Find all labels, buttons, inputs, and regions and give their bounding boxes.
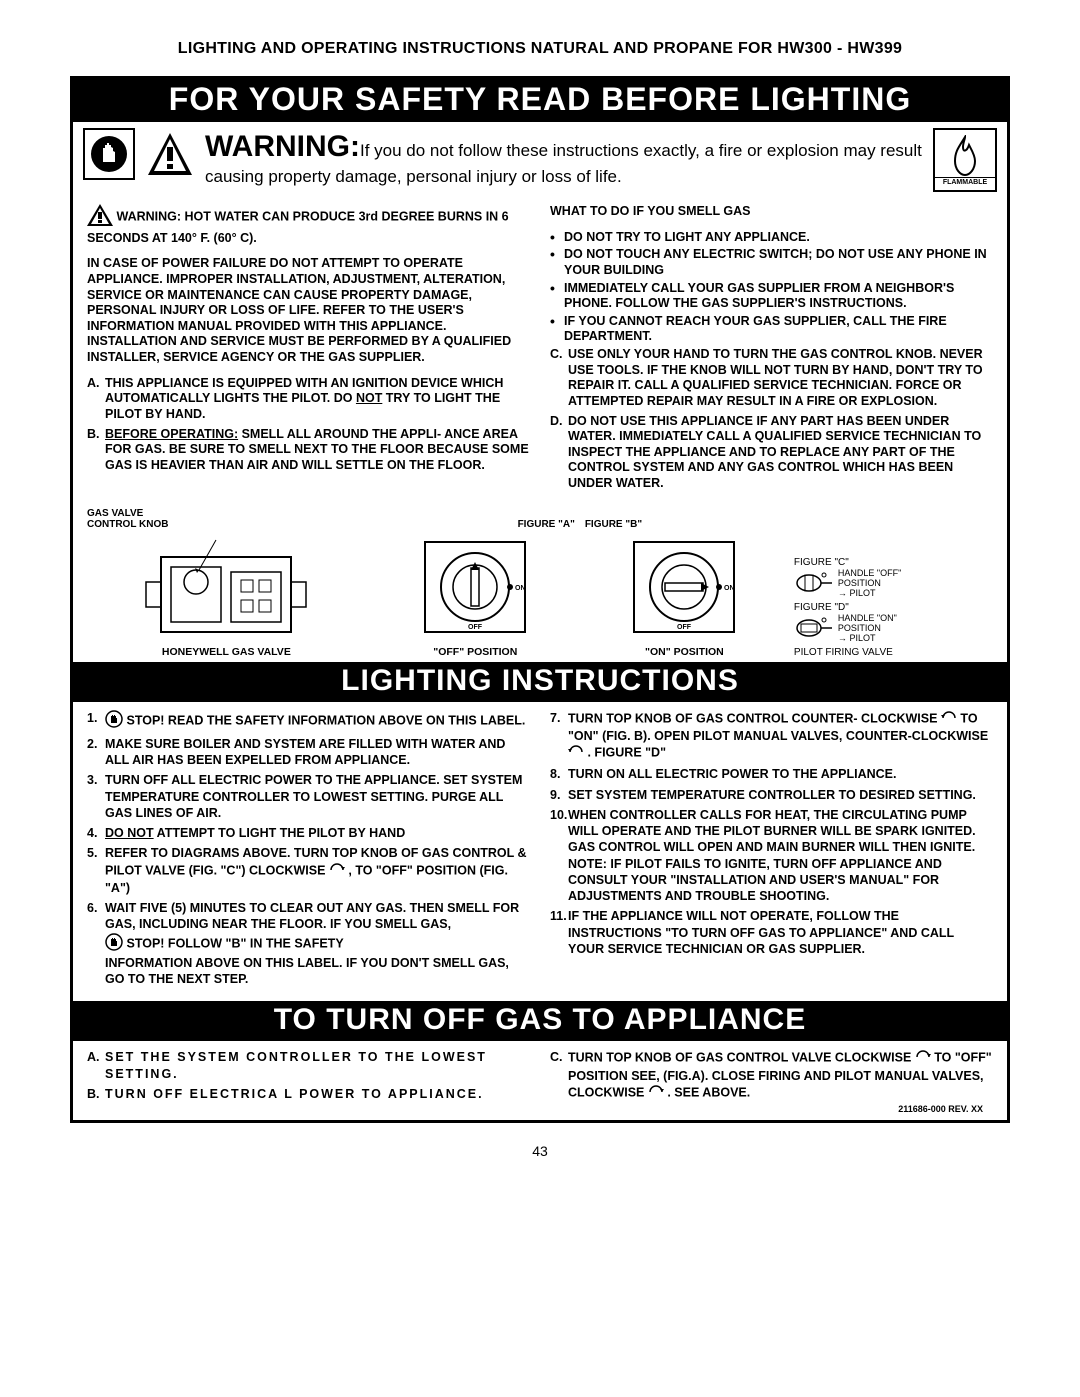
safety-item-b: B. BEFORE OPERATING: SMELL ALL AROUND TH… [87,427,530,474]
step-8: 8.TURN ON ALL ELECTRIC POWER TO THE APPL… [550,766,993,782]
small-triangle-icon [87,204,113,231]
counterclockwise-arrow-icon [941,710,957,728]
gas-bullet: •IMMEDIATELY CALL YOUR GAS SUPPLIER FROM… [550,281,993,312]
step-3: 3.TURN OFF ALL ELECTRIC POWER TO THE APP… [87,772,530,821]
clockwise-arrow-icon [915,1049,931,1067]
svg-text:ON: ON [515,585,526,592]
flammable-icon: FLAMMABLE [933,128,997,192]
safety-left-col: WARNING: HOT WATER CAN PRODUCE 3rd DEGRE… [87,204,530,496]
page-header: LIGHTING AND OPERATING INSTRUCTIONS NATU… [70,40,1010,58]
figure-b: FIGURE "B" ON OFF "ON" POSITION [585,519,784,658]
main-box: FOR YOUR SAFETY READ BEFORE LIGHTING WAR… [70,76,1010,1123]
step-5: 5. REFER TO DIAGRAMS ABOVE. TURN TOP KNO… [87,845,530,896]
lighting-right: 7. TURN TOP KNOB OF GAS CONTROL COUNTER-… [550,710,993,992]
counterclockwise-arrow-icon [568,744,584,762]
revision-number: 211686-000 REV. XX [550,1104,993,1116]
step-9: 9.SET SYSTEM TEMPERATURE CONTROLLER TO D… [550,787,993,803]
smell-gas-header: WHAT TO DO IF YOU SMELL GAS [550,204,993,220]
turnoff-a: A.SET THE SYSTEM CONTROLLER TO THE LOWES… [87,1049,530,1082]
step-6: 6. WAIT FIVE (5) MINUTES TO CLEAR OUT AN… [87,900,530,987]
step-4: 4.DO NOT ATTEMPT TO LIGHT THE PILOT BY H… [87,825,530,841]
figure-honeywell-valve: GAS VALVE CONTROL KNOB [87,508,366,658]
safety-columns: WARNING: HOT WATER CAN PRODUCE 3rd DEGRE… [73,198,1007,504]
clockwise-arrow-icon [648,1084,664,1102]
safety-banner: FOR YOUR SAFETY READ BEFORE LIGHTING [73,79,1007,122]
gas-bullet: •DO NOT TOUCH ANY ELECTRIC SWITCH; DO NO… [550,247,993,278]
warning-row: WARNING:If you do not follow these instr… [73,122,1007,198]
warning-prefix: WARNING: [205,130,360,163]
lighting-banner: LIGHTING INSTRUCTIONS [73,662,1007,702]
svg-text:OFF: OFF [677,624,692,631]
page: LIGHTING AND OPERATING INSTRUCTIONS NATU… [0,0,1080,1179]
hot-water-warning: WARNING: HOT WATER CAN PRODUCE 3rd DEGRE… [87,204,530,246]
hand-stop-icon [105,933,123,955]
figure-cd: FIGURE "C" HANDLE "OFF" POSITION → PILOT… [794,557,993,658]
step-7: 7. TURN TOP KNOB OF GAS CONTROL COUNTER-… [550,710,993,763]
turnoff-banner: TO TURN OFF GAS TO APPLIANCE [73,1001,1007,1041]
warning-triangle-icon [143,128,197,182]
gas-bullet: •DO NOT TRY TO LIGHT ANY APPLIANCE. [550,230,993,246]
svg-text:OFF: OFF [468,624,483,631]
honeywell-valve-diagram [141,532,311,642]
valve-off-icon [794,571,834,595]
step-11: 11.IF THE APPLIANCE WILL NOT OPERATE, FO… [550,908,993,957]
step-1: 1. STOP! READ THE SAFETY INFORMATION ABO… [87,710,530,732]
safety-item-a: A. THIS APPLIANCE IS EQUIPPED WITH AN IG… [87,376,530,423]
safety-right-col: WHAT TO DO IF YOU SMELL GAS •DO NOT TRY … [550,204,993,496]
turnoff-right: C. TURN TOP KNOB OF GAS CONTROL VALVE CL… [550,1049,993,1115]
gas-bullet: •IF YOU CANNOT REACH YOUR GAS SUPPLIER, … [550,314,993,345]
turnoff-left: A.SET THE SYSTEM CONTROLLER TO THE LOWES… [87,1049,530,1115]
safety-item-c: C.USE ONLY YOUR HAND TO TURN THE GAS CON… [550,347,993,410]
step-2: 2.MAKE SURE BOILER AND SYSTEM ARE FILLED… [87,736,530,769]
figures-row: GAS VALVE CONTROL KNOB [73,504,1007,662]
warning-text: WARNING:If you do not follow these instr… [205,128,925,187]
turnoff-b: B.TURN OFF ELECTRICA L POWER TO APPLIANC… [87,1086,530,1102]
turnoff-c: C. TURN TOP KNOB OF GAS CONTROL VALVE CL… [550,1049,993,1102]
svg-text:ON: ON [724,585,735,592]
hand-stop-icon [105,710,123,732]
hand-stop-icon [83,128,135,180]
turnoff-columns: A.SET THE SYSTEM CONTROLLER TO THE LOWES… [73,1041,1007,1119]
valve-on-icon [794,616,834,640]
step-10: 10.WHEN CONTROLLER CALLS FOR HEAT, THE C… [550,807,993,905]
lighting-columns: 1. STOP! READ THE SAFETY INFORMATION ABO… [73,702,1007,1002]
safety-item-d: D.DO NOT USE THIS APPLIANCE IF ANY PART … [550,414,993,492]
off-knob-diagram: ON OFF [420,532,530,642]
clockwise-arrow-icon [329,862,345,880]
lighting-left: 1. STOP! READ THE SAFETY INFORMATION ABO… [87,710,530,992]
on-knob-diagram: ON OFF [629,532,739,642]
power-failure-para: IN CASE OF POWER FAILURE DO NOT ATTEMPT … [87,256,530,365]
figure-a: FIGURE "A" ON OFF "OFF" POSITION [376,519,575,658]
flammable-label: FLAMMABLE [935,177,995,186]
page-number: 43 [70,1143,1010,1159]
